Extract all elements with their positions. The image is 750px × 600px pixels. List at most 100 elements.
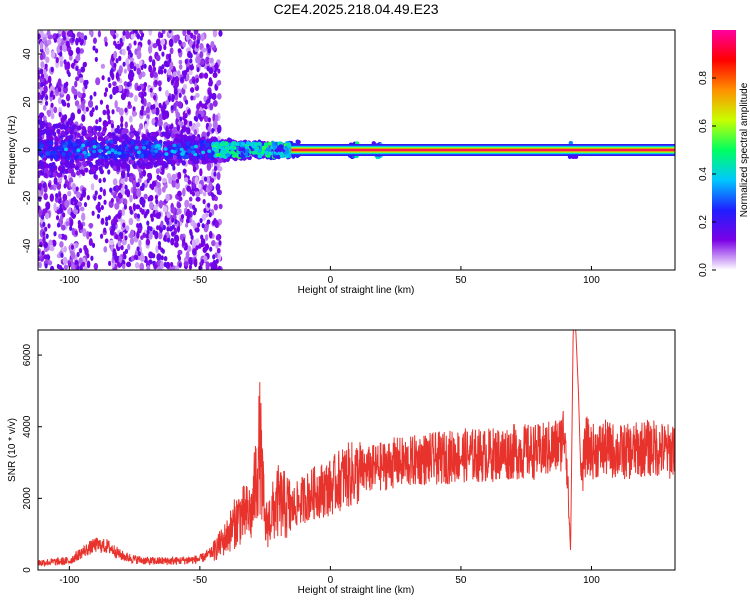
spectral-spot — [183, 168, 187, 174]
spectral-spot — [53, 131, 57, 137]
spectral-spot — [151, 118, 156, 126]
spectral-spot — [207, 97, 211, 104]
spectral-spot — [184, 99, 189, 105]
spectral-spot — [45, 56, 50, 64]
spectral-spot — [146, 229, 150, 235]
spectral-spot — [178, 39, 182, 45]
spectral-spot — [148, 55, 153, 63]
spectral-spot — [178, 64, 183, 70]
spectral-spot — [192, 78, 196, 84]
spectral-spot — [138, 239, 142, 248]
spectral-spot — [90, 183, 95, 191]
spectral-spot — [137, 45, 142, 53]
spectral-spot — [49, 265, 55, 270]
spectral-spot — [91, 139, 96, 144]
spectral-spot — [179, 233, 184, 241]
spectral-spot — [162, 140, 167, 146]
spectral-spot — [60, 252, 64, 258]
spectral-spot — [81, 212, 86, 222]
spectral-spot — [129, 52, 133, 58]
spectral-spot — [209, 246, 213, 252]
spectral-spot — [114, 100, 118, 109]
spectral-spot — [119, 37, 123, 44]
spectral-spot — [149, 71, 154, 79]
spectral-spot — [71, 37, 75, 43]
spectral-spot — [189, 53, 193, 59]
spectral-spot — [218, 157, 223, 163]
spectral-spot — [91, 167, 96, 173]
spectral-spot — [39, 164, 45, 170]
spectral-spot — [44, 63, 48, 69]
spectral-spot — [129, 61, 135, 70]
spectral-spot — [87, 125, 92, 131]
spectral-spot — [58, 87, 62, 93]
spectral-spot — [46, 30, 51, 36]
spectral-spot — [285, 153, 291, 158]
spectral-spot — [118, 254, 123, 264]
y-tick-label: 20 — [22, 96, 33, 108]
spectral-spot — [103, 91, 107, 98]
spectral-spot — [203, 72, 209, 79]
spectral-spot — [152, 66, 157, 72]
spectral-spot — [186, 185, 192, 192]
spectral-spot — [193, 129, 198, 136]
spectral-spot — [148, 251, 154, 259]
spectral-spot — [40, 82, 44, 88]
spectral-spot — [179, 147, 184, 152]
spectral-spot — [70, 244, 75, 250]
spectral-spot — [134, 145, 139, 150]
spectral-spot — [79, 48, 84, 54]
spectral-spot — [184, 119, 188, 125]
spectral-spot — [192, 34, 197, 41]
spectral-spot — [263, 142, 269, 147]
spectral-spot — [212, 254, 216, 260]
spectral-spot — [195, 77, 199, 83]
spectral-spot — [199, 168, 203, 177]
spectral-spot — [254, 147, 259, 152]
spectral-spot — [92, 144, 97, 149]
spectral-spot — [183, 261, 189, 267]
spectral-spot — [117, 240, 122, 248]
spectral-spot — [63, 183, 67, 189]
spectral-spot — [56, 263, 60, 270]
spectral-spot — [99, 186, 103, 193]
spectral-spot — [85, 142, 90, 147]
spectral-spot — [177, 249, 183, 255]
spectral-spot — [107, 215, 111, 221]
spectral-spot — [110, 68, 114, 74]
spectral-spot — [61, 224, 66, 231]
spectral-spot — [208, 230, 213, 239]
spectral-spot — [57, 30, 62, 34]
spectral-spot — [274, 148, 280, 153]
spectral-spot — [97, 136, 103, 142]
spectral-spot — [194, 227, 200, 233]
spectral-spot — [142, 145, 147, 150]
spectral-spot — [122, 30, 126, 36]
spectral-spot — [243, 152, 249, 157]
spectral-spot — [64, 199, 70, 209]
spectral-spot — [197, 222, 201, 228]
spectral-spot — [143, 157, 149, 164]
spectral-spot — [56, 36, 62, 44]
spectral-spot — [189, 64, 195, 71]
spectral-spot — [45, 47, 50, 56]
spectral-spot — [170, 261, 174, 268]
spectral-spot — [62, 99, 66, 106]
spectral-spot — [119, 187, 125, 194]
spectral-spot — [214, 142, 220, 147]
spectral-spot — [158, 113, 164, 122]
spectral-spot — [122, 222, 126, 228]
spectral-spot — [111, 262, 115, 268]
spectral-spot — [200, 234, 204, 240]
spectral-spot — [78, 248, 83, 254]
spectral-spot — [82, 161, 88, 167]
spectral-spot — [55, 33, 59, 39]
spectral-spot — [131, 156, 136, 161]
spectral-spot — [82, 228, 87, 237]
spectral-spot — [105, 104, 109, 110]
spectral-spot — [186, 245, 192, 253]
spectral-spot — [173, 34, 179, 44]
spectral-spot — [46, 254, 51, 260]
spectral-spot — [43, 254, 48, 260]
spectral-spot — [182, 30, 187, 37]
